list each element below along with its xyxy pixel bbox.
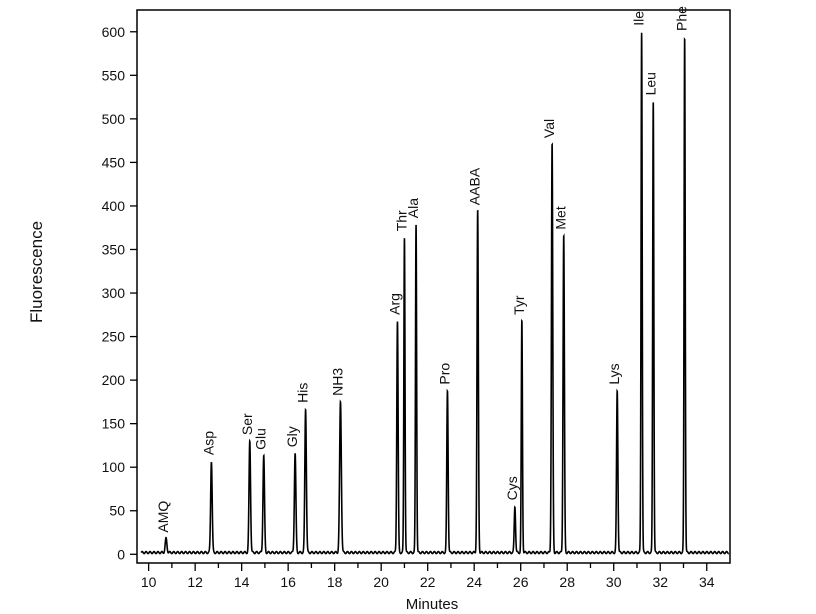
peak-label: NH3: [330, 368, 346, 396]
x-tick-label: 28: [559, 574, 575, 590]
peak-label: Asp: [200, 431, 216, 455]
peak-label: Thr: [393, 210, 409, 231]
x-tick-label: 20: [373, 574, 389, 590]
x-tick-label: 26: [513, 574, 529, 590]
x-tick-label: 24: [466, 574, 482, 590]
y-tick-label: 250: [102, 329, 126, 345]
peak-label: AABA: [467, 167, 483, 205]
x-tick-label: 32: [652, 574, 668, 590]
x-tick-label: 12: [187, 574, 203, 590]
x-tick-label: 14: [234, 574, 250, 590]
peak-label: Ala: [405, 198, 421, 218]
peak-label: Glu: [253, 428, 269, 450]
y-tick-label: 50: [109, 503, 125, 519]
peak-label: Gly: [284, 426, 300, 447]
peak-label: Phe: [674, 6, 690, 31]
y-tick-label: 350: [102, 241, 126, 257]
x-tick-label: 22: [420, 574, 436, 590]
peak-label: Leu: [642, 72, 658, 95]
peak-label: Val: [541, 119, 557, 138]
y-axis: 0 50 100 150 200 250 300 350 400 450 500 550 600: [102, 24, 137, 562]
peak-label: Ile: [631, 11, 647, 26]
y-tick-label: 500: [102, 111, 126, 127]
x-axis: 10 12 14 16 18 20 22 24 26 28 30 32 34: [141, 563, 715, 590]
chromatogram-trace: [140, 32, 730, 555]
y-tick-label: 150: [102, 416, 126, 432]
y-tick-label: 600: [102, 24, 126, 40]
x-tick-label: 16: [280, 574, 296, 590]
peak-label: Cys: [504, 476, 520, 500]
y-tick-label: 300: [102, 285, 126, 301]
y-tick-label: 450: [102, 154, 126, 170]
y-axis-label: Fluorescence: [27, 221, 46, 323]
peak-label: Ser: [239, 413, 255, 435]
peak-label: Met: [553, 206, 569, 229]
peak-label: His: [295, 383, 311, 403]
peak-label: Arg: [387, 293, 403, 315]
x-axis-label: Minutes: [406, 596, 459, 613]
peak-label: Pro: [437, 363, 453, 385]
peak-label: Tyr: [511, 295, 527, 315]
chromatogram-line: [140, 32, 730, 555]
x-tick-label: 30: [606, 574, 622, 590]
x-tick-label: 34: [699, 574, 715, 590]
peak-label: AMQ: [155, 501, 171, 533]
y-tick-label: 100: [102, 459, 126, 475]
x-tick-label: 18: [327, 574, 343, 590]
y-tick-label: 550: [102, 67, 126, 83]
y-tick-label: 200: [102, 372, 126, 388]
y-tick-label: 400: [102, 198, 126, 214]
plot-frame: [136, 9, 731, 564]
peak-label: Lys: [606, 363, 622, 384]
x-tick-label: 10: [141, 574, 157, 590]
y-tick-label: 0: [117, 546, 125, 562]
